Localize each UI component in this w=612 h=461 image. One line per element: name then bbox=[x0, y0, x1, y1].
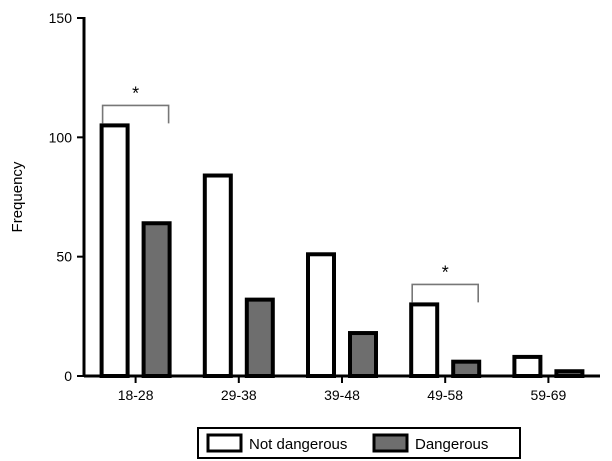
legend-label-dangerous: Dangerous bbox=[415, 436, 488, 453]
y-tick-label: 100 bbox=[49, 129, 73, 145]
bars bbox=[99, 123, 585, 379]
x-tick-label: 39-48 bbox=[324, 387, 360, 403]
y-tick-label: 0 bbox=[64, 368, 72, 384]
x-tick-label: 29-38 bbox=[221, 387, 257, 403]
legend: Not dangerous Dangerous bbox=[197, 427, 521, 459]
bar-not-dangerous-29-38 bbox=[202, 173, 233, 378]
legend-label-not-dangerous: Not dangerous bbox=[249, 436, 347, 453]
x-axis: 18-28 29-38 39-48 49-58 59-69 bbox=[84, 374, 600, 403]
legend-swatch-dangerous bbox=[372, 433, 409, 453]
bar-dangerous-59-69 bbox=[554, 369, 585, 378]
y-axis-label: Frequency bbox=[9, 161, 26, 232]
significance-marker: * bbox=[442, 262, 449, 282]
x-tick-label: 49-58 bbox=[427, 387, 463, 403]
y-tick-label: 50 bbox=[56, 249, 72, 265]
bar-dangerous-29-38 bbox=[244, 297, 275, 379]
bar-not-dangerous-59-69 bbox=[512, 354, 543, 379]
significance-bracket bbox=[101, 104, 170, 124]
bar-not-dangerous-39-48 bbox=[306, 252, 336, 378]
bar-dangerous-18-28 bbox=[141, 221, 172, 378]
significance-annotations: ** bbox=[101, 83, 479, 303]
legend-swatch-not-dangerous bbox=[206, 433, 243, 453]
bar-dangerous-49-58 bbox=[451, 359, 482, 378]
legend-box bbox=[197, 427, 521, 459]
bar-not-dangerous-49-58 bbox=[409, 302, 440, 378]
y-axis: 0 50 100 150 Frequency bbox=[9, 10, 86, 384]
bar-dangerous-39-48 bbox=[348, 331, 378, 379]
y-tick-label: 150 bbox=[49, 10, 73, 26]
significance-bracket bbox=[411, 283, 479, 303]
significance-marker: * bbox=[132, 83, 139, 103]
x-tick-label: 18-28 bbox=[118, 387, 154, 403]
x-tick-label: 59-69 bbox=[530, 387, 566, 403]
bar-not-dangerous-18-28 bbox=[99, 123, 130, 379]
